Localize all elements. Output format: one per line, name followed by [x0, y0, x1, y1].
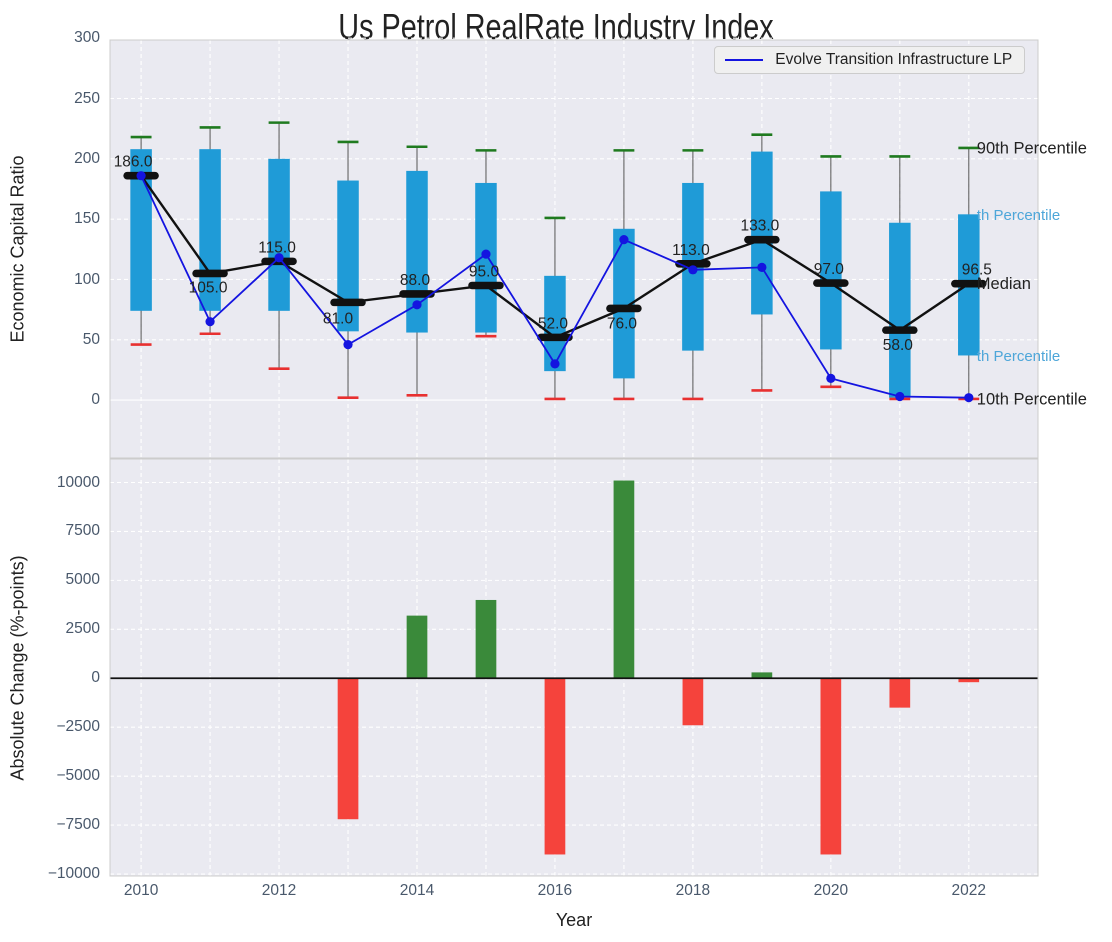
svg-text:186.0: 186.0 [114, 154, 153, 171]
svg-text:th Percentile: th Percentile [977, 348, 1060, 365]
svg-text:76.0: 76.0 [607, 315, 638, 332]
svg-text:58.0: 58.0 [883, 337, 914, 354]
svg-text:105.0: 105.0 [189, 279, 228, 296]
svg-text:52.0: 52.0 [538, 315, 569, 332]
svg-text:95.0: 95.0 [469, 263, 500, 280]
svg-text:113.0: 113.0 [672, 242, 710, 259]
svg-text:th Percentile: th Percentile [977, 207, 1060, 224]
svg-text:97.0: 97.0 [814, 261, 845, 278]
svg-text:133.0: 133.0 [740, 218, 779, 235]
svg-text:115.0: 115.0 [258, 239, 296, 256]
svg-text:Median: Median [977, 275, 1031, 293]
svg-text:90th Percentile: 90th Percentile [977, 139, 1087, 157]
svg-text:88.0: 88.0 [400, 272, 431, 289]
svg-text:10th Percentile: 10th Percentile [977, 390, 1087, 408]
svg-text:81.0: 81.0 [323, 310, 354, 327]
